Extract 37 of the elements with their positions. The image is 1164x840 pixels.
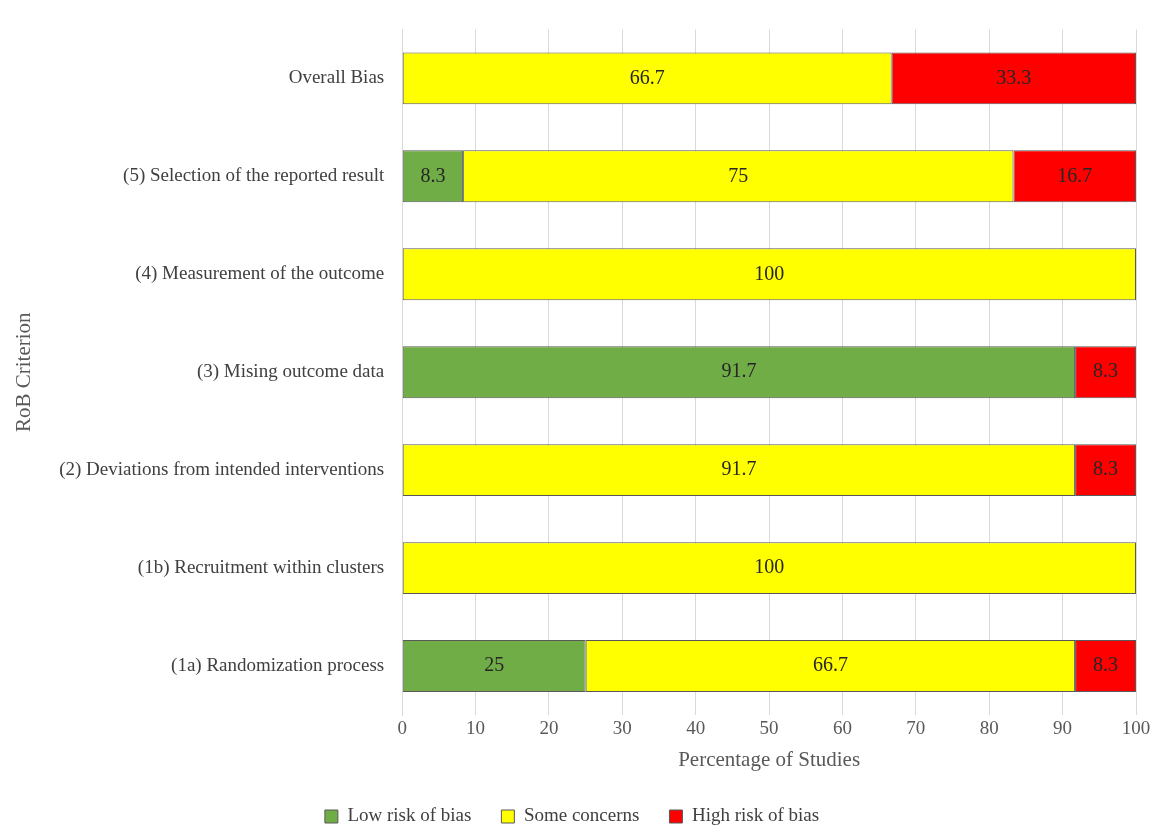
- data-label: 75: [728, 163, 749, 186]
- data-label: 33.3: [996, 65, 1032, 88]
- data-label: 91.7: [721, 359, 757, 382]
- y-tick-label: Overall Bias: [288, 66, 385, 88]
- y-tick-label: (4) Measurement of the outcome: [135, 262, 385, 285]
- x-tick-label: 10: [466, 717, 486, 739]
- data-label: 100: [754, 555, 785, 578]
- data-label: 66.7: [629, 65, 665, 88]
- x-tick-label: 100: [1121, 717, 1151, 739]
- x-tick-label: 40: [686, 717, 706, 739]
- data-label: 91.7: [721, 457, 757, 480]
- data-label: 8.3: [1093, 653, 1119, 676]
- x-tick-label: 50: [759, 717, 779, 739]
- legend-label: Some concerns: [523, 804, 640, 826]
- y-tick-label: (3) Mising outcome data: [196, 360, 385, 383]
- legend-label: High risk of bias: [691, 804, 820, 826]
- legend-label: Low risk of bias: [347, 804, 472, 826]
- y-tick-label: (1a) Randomization process: [171, 654, 385, 677]
- x-tick-label: 60: [832, 717, 852, 739]
- data-label: 8.3: [420, 163, 446, 186]
- x-tick-label: 30: [612, 717, 632, 739]
- y-tick-label: (5) Selection of the reported result: [123, 164, 385, 187]
- x-tick-label: 90: [1053, 717, 1073, 739]
- data-label: 8.3: [1093, 359, 1119, 382]
- x-axis-title: Percentage of Studies: [678, 746, 861, 771]
- x-tick-label: 70: [906, 717, 926, 739]
- y-axis-title: RoB Criterion: [11, 311, 36, 432]
- x-tick-label: 80: [979, 717, 999, 739]
- data-label: 25: [484, 653, 505, 676]
- data-label: 66.7: [812, 653, 848, 676]
- data-label: 8.3: [1093, 457, 1119, 480]
- data-label: 16.7: [1057, 163, 1093, 186]
- data-label: 100: [754, 261, 785, 284]
- x-tick-label: 0: [397, 717, 407, 739]
- x-tick-label: 20: [539, 717, 559, 739]
- y-tick-label: (2) Deviations from intended interventions: [59, 458, 385, 481]
- y-tick-label: (1b) Recruitment within clusters: [137, 556, 385, 579]
